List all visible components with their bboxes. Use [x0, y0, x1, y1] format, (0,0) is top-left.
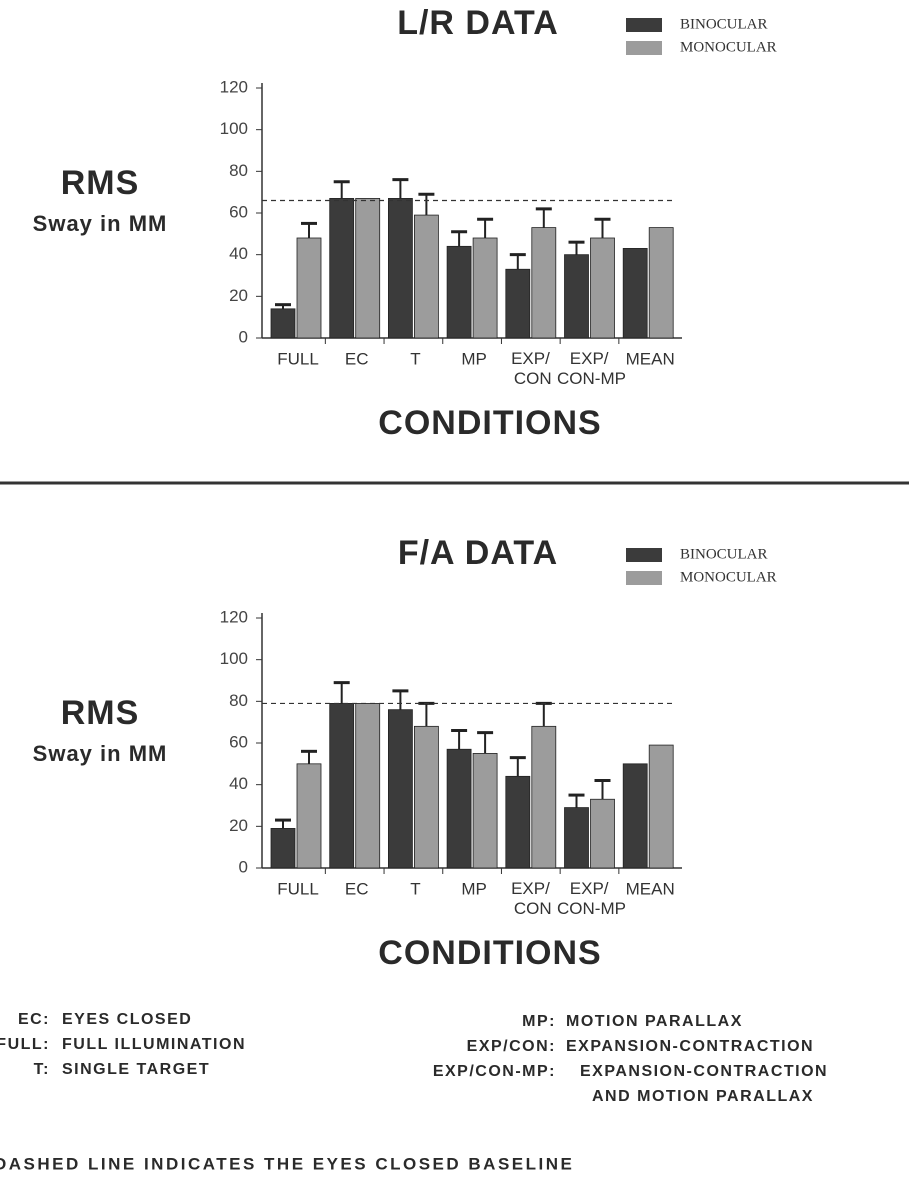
x-tick-label: EXP/ CON-MP — [557, 349, 626, 388]
y-tick-label: 120 — [220, 607, 248, 626]
note-abbr: FULL: — [0, 1036, 50, 1053]
bar — [270, 828, 296, 869]
note-text: FULL ILLUMINATION — [62, 1036, 246, 1053]
y-axis-label: Sway in MM — [33, 211, 168, 236]
y-tick-label: 20 — [229, 816, 248, 835]
x-tick-label: T — [410, 879, 420, 898]
note-abbr: T: — [34, 1061, 50, 1078]
y-tick-label: 0 — [239, 857, 248, 876]
bar — [622, 248, 648, 339]
bar — [355, 198, 381, 339]
bar — [472, 237, 498, 339]
chart-title: L/R DATA — [397, 4, 559, 42]
bar — [590, 798, 615, 869]
note-baseline: DASHED LINE INDICATES THE EYES CLOSED BA… — [0, 1154, 574, 1173]
bar — [648, 227, 674, 339]
note-text: SINGLE TARGET — [62, 1061, 210, 1078]
x-tick-label: EXP/ CON — [511, 879, 554, 918]
y-tick-label: 80 — [229, 691, 248, 710]
legend-label: BINOCULAR — [680, 16, 768, 32]
legend-swatch — [626, 548, 662, 562]
legend-label: MONOCULAR — [680, 39, 777, 55]
y-tick-label: 60 — [229, 202, 248, 221]
bar — [564, 254, 589, 339]
legend-swatch — [626, 18, 662, 32]
bar — [472, 753, 498, 869]
x-tick-label: MEAN — [626, 879, 675, 898]
y-tick-label: 40 — [229, 774, 248, 793]
note-text: EXPANSION-CONTRACTION — [580, 1063, 828, 1080]
legend-label: BINOCULAR — [680, 546, 768, 562]
y-axis-label: Sway in MM — [33, 741, 168, 766]
note-abbr: MP: — [522, 1013, 556, 1030]
bar — [531, 227, 557, 339]
x-tick-label: MP — [461, 349, 487, 368]
legend-swatch — [626, 41, 662, 55]
bar — [648, 744, 674, 869]
note-abbr: EC: — [18, 1011, 50, 1028]
y-axis-label: RMS — [61, 164, 140, 202]
y-tick-label: 100 — [220, 649, 248, 668]
bar — [531, 725, 557, 869]
y-tick-label: 20 — [229, 286, 248, 305]
note-abbr: EXP/CON-MP: — [433, 1063, 556, 1080]
bar — [505, 775, 531, 869]
bar — [387, 198, 413, 339]
y-tick-label: 100 — [220, 119, 248, 138]
note-text: EYES CLOSED — [62, 1011, 192, 1028]
legend-label: MONOCULAR — [680, 569, 777, 585]
note-text: AND MOTION PARALLAX — [592, 1088, 814, 1105]
bar — [622, 763, 648, 869]
bar — [296, 763, 322, 869]
bar — [270, 308, 296, 339]
x-tick-label: FULL — [277, 349, 319, 368]
note-text: EXPANSION-CONTRACTION — [566, 1038, 814, 1055]
x-tick-label: FULL — [277, 879, 319, 898]
note-abbr: EXP/CON: — [467, 1038, 556, 1055]
note-text: MOTION PARALLAX — [566, 1013, 743, 1030]
x-tick-label: EXP/ CON-MP — [557, 879, 626, 918]
y-axis-label: RMS — [61, 694, 140, 732]
x-axis-label: CONDITIONS — [378, 934, 601, 972]
bar — [413, 214, 439, 339]
bar — [446, 245, 472, 339]
bar — [590, 237, 615, 339]
x-tick-label: T — [410, 349, 420, 368]
x-tick-label: EXP/ CON — [511, 349, 554, 388]
bar — [387, 709, 413, 869]
bar — [329, 703, 355, 869]
x-tick-label: EC — [345, 349, 369, 368]
bar — [355, 703, 381, 869]
y-tick-label: 80 — [229, 161, 248, 180]
bar — [505, 268, 531, 339]
y-tick-label: 120 — [220, 77, 248, 96]
y-tick-label: 60 — [229, 732, 248, 751]
bar — [296, 237, 322, 339]
bar — [564, 807, 589, 869]
bar — [329, 198, 355, 339]
x-tick-label: MEAN — [626, 349, 675, 368]
y-tick-label: 0 — [239, 327, 248, 346]
bar — [446, 748, 472, 869]
x-tick-label: MP — [461, 879, 487, 898]
y-tick-label: 40 — [229, 244, 248, 263]
bar — [413, 725, 439, 869]
x-axis-label: CONDITIONS — [378, 404, 601, 442]
chart-title: F/A DATA — [398, 534, 558, 572]
legend-swatch — [626, 571, 662, 585]
x-tick-label: EC — [345, 879, 369, 898]
